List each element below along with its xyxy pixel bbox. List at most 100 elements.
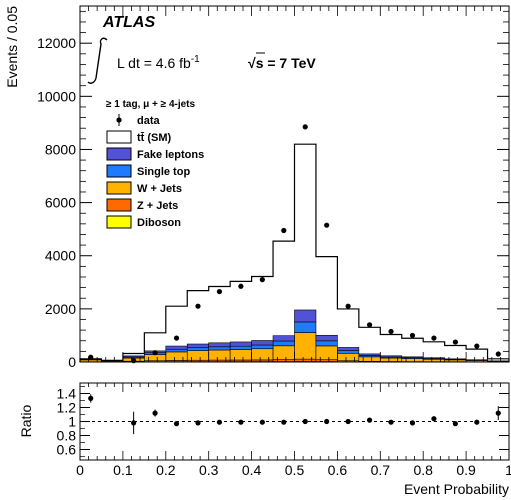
legend-marker <box>116 117 122 123</box>
hist-bar-fake-leptons-9 <box>272 335 295 342</box>
ratio-axis-label: Ratio <box>18 404 34 437</box>
ratio-frame <box>79 382 510 461</box>
hist-bar-fake-leptons-7 <box>229 341 252 347</box>
legend-swatch <box>106 215 132 229</box>
x-tick-label: 0.3 <box>199 462 219 478</box>
y-tick-label: 2000 <box>45 301 76 317</box>
data-point <box>388 328 394 335</box>
atlas-label: ATLAS <box>102 14 155 31</box>
ratio-point <box>302 418 308 425</box>
y-tick-label: 0 <box>68 354 76 370</box>
energy-label: √s = 7 TeV <box>248 55 316 71</box>
main-axes: 0 2000 4000 6000 8000 10000 12000 Events / 0.05 <box>4 5 510 370</box>
hist-bar-w-jets-15 <box>401 358 424 362</box>
data-point <box>281 227 287 234</box>
data-point <box>324 222 330 228</box>
hist-bar-fake-leptons-15 <box>401 356 424 359</box>
integral-sign <box>87 37 108 84</box>
data-point <box>238 283 244 289</box>
hist-bar-w-jets-7 <box>229 349 252 361</box>
hist-bar-fake-leptons-8 <box>251 340 274 346</box>
data-point <box>195 303 201 309</box>
hist-bar-fake-leptons-6 <box>208 342 231 348</box>
y-tick-label: 8000 <box>45 141 76 157</box>
data-point <box>452 339 458 345</box>
legend-label: data <box>137 115 161 127</box>
ratio-point <box>345 418 351 425</box>
legend-swatch <box>106 198 132 212</box>
hist-bar-single-top-8 <box>251 344 274 350</box>
ratio-y-tick-label: 1.4 <box>57 386 77 402</box>
x-tick-label: 0.5 <box>285 462 305 478</box>
ratio-point <box>388 419 394 425</box>
x-tick-label: 0 <box>76 462 84 478</box>
hist-outline-ttbar <box>79 143 510 362</box>
hist-bar-w-jets-9 <box>272 345 295 360</box>
ratio-point <box>409 420 416 426</box>
hist-bar-z-jets-10 <box>294 358 317 362</box>
ratio-point <box>431 416 437 422</box>
hist-bar-w-jets-13 <box>358 356 381 362</box>
data-point <box>152 350 158 356</box>
hist-bar-w-jets-16 <box>422 358 445 362</box>
ratio-point <box>366 417 373 423</box>
legend-label: tt̄ (SM) <box>137 132 172 144</box>
data-point <box>366 322 373 328</box>
data-point <box>474 343 480 349</box>
hist-bar-w-jets-11 <box>315 345 338 361</box>
legend-label: Diboson <box>137 217 181 229</box>
hist-bar-w-jets-4 <box>165 351 188 361</box>
data-point <box>88 354 94 360</box>
data-point <box>495 351 501 357</box>
ratio-y-tick-label: 0.6 <box>57 442 77 458</box>
x-tick-label: 0.7 <box>371 462 391 478</box>
ratio-point <box>152 410 158 416</box>
ratio-y-tick-label: 0.8 <box>57 428 77 444</box>
hist-bar-single-top-6 <box>208 346 231 351</box>
hist-bar-single-top-10 <box>294 321 317 333</box>
hist-bar-w-jets-8 <box>251 348 274 361</box>
hist-bar-fake-leptons-12 <box>337 347 360 351</box>
hist-bar-fake-leptons-13 <box>358 353 381 356</box>
data-point <box>259 277 265 283</box>
legend-label: Fake leptons <box>137 149 204 161</box>
x-tick-label: 0.4 <box>242 462 262 478</box>
x-tick-label: 0.1 <box>113 462 133 478</box>
hist-bar-w-jets-5 <box>186 350 210 361</box>
data-point <box>302 124 308 130</box>
legend-swatch <box>106 130 132 144</box>
ratio-point <box>495 410 501 416</box>
ratio-y-tick-label: 1.2 <box>57 400 77 416</box>
hist-bar-single-top-11 <box>315 340 338 347</box>
x-tick-label: 1 <box>505 462 511 478</box>
hist-bar-single-top-7 <box>229 345 252 350</box>
legend-swatch <box>106 147 132 161</box>
annotations: ATLAS L dt = 4.6 fb-1 √s = 7 TeV ≥ 1 tag… <box>87 14 316 110</box>
hist-bar-single-top-5 <box>186 347 210 351</box>
ratio-point <box>238 419 244 425</box>
hist-bar-w-jets-10 <box>294 332 317 360</box>
hist-bar-fake-leptons-5 <box>186 343 210 349</box>
legend-swatch <box>106 164 132 178</box>
data-point <box>216 288 223 295</box>
hist-bar-fake-leptons-10 <box>294 309 317 323</box>
ratio-point <box>131 420 137 426</box>
main-panel: 0 2000 4000 6000 8000 10000 12000 Events / 0.05… <box>4 5 510 370</box>
selection-label: ≥ 1 tag, μ + ≥ 4-jets <box>106 99 196 110</box>
ratio-point <box>452 421 458 427</box>
ratio-point <box>259 419 265 425</box>
y-tick-label: 10000 <box>37 88 76 104</box>
legend: data tt̄ (SM) Fake leptons Single top W + Je… <box>106 114 204 229</box>
hist-bar-w-jets-3 <box>144 354 167 362</box>
x-tick-label: 0.9 <box>456 462 476 478</box>
hist-bar-single-top-4 <box>165 348 188 353</box>
hist-bar-single-top-12 <box>337 350 360 354</box>
ratio-axes: 0.60.811.21.40 0.1 0.2 0.3 0.4 0.5 0.6 0.7 0.8 0.… <box>18 382 511 497</box>
x-tick-label: 0.8 <box>413 462 433 478</box>
ratio-point <box>173 421 180 427</box>
hist-bar-w-jets-6 <box>208 349 231 361</box>
hist-bar-fake-leptons-14 <box>379 355 403 358</box>
hist-bar-fake-leptons-2 <box>122 355 145 358</box>
hist-bar-fake-leptons-16 <box>422 357 445 359</box>
